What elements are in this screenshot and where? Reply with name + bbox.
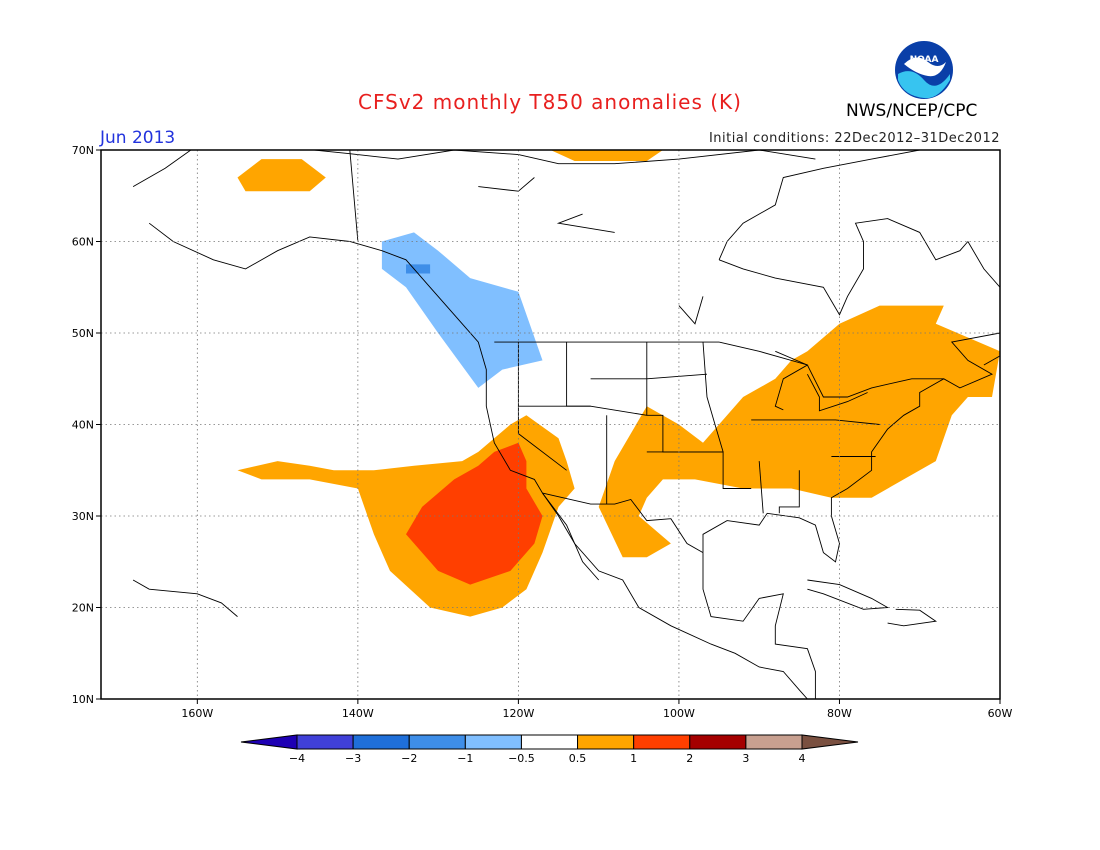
colorbar-label: −3: [345, 752, 361, 765]
colorbar-box: [352, 734, 410, 750]
colorbar-box: [577, 734, 635, 750]
colorbar-label: 4: [799, 752, 806, 765]
coast-line: [1032, 319, 1056, 360]
coast-line: [887, 608, 938, 627]
colorbar-label: −2: [401, 752, 417, 765]
lon-tick-label: 160W: [181, 707, 213, 720]
coast-line: [148, 222, 600, 581]
coast-line: [542, 492, 808, 699]
colorbar-label: 0.5: [569, 752, 587, 765]
region-arctic-ocean-warm: [550, 150, 663, 161]
coast-line: [778, 470, 800, 514]
lon-tick-label: 80W: [827, 707, 852, 720]
colorbar-arrow-high: [801, 734, 859, 750]
svg-text:NOAA: NOAA: [910, 55, 939, 65]
coast-line: [556, 213, 615, 233]
region-alaska-north-warm: [237, 159, 326, 192]
lon-tick-label: 100W: [663, 707, 695, 720]
axis-ticks: 160W 140W 120W 100W 80W 60W 10N 20N 30N 40N 50N 60N…: [72, 144, 1013, 720]
colorbar-label: 1: [630, 752, 637, 765]
colorbar-label: 3: [742, 752, 749, 765]
region-eastern-us-warm: [598, 305, 1000, 558]
lat-tick-label: 10N: [72, 693, 94, 706]
coast-line: [758, 461, 764, 514]
lat-lon-grid: [101, 150, 1000, 699]
initial-conditions: Initial conditions: 22Dec2012–31Dec2012: [708, 131, 1000, 146]
anomaly-regions: [237, 150, 1000, 617]
colorbar-label: −4: [289, 752, 305, 765]
colorbar-label: −1: [457, 752, 473, 765]
coast-line: [702, 342, 724, 453]
coast-line: [132, 150, 192, 187]
lat-tick-label: 20N: [72, 602, 94, 615]
lat-tick-label: 60N: [72, 236, 94, 249]
coast-line: [132, 579, 238, 617]
lat-tick-label: 70N: [72, 144, 94, 157]
organization-label: NWS/NCEP/CPC: [846, 101, 978, 121]
lat-tick-label: 40N: [72, 419, 94, 432]
colorbar-box: [464, 734, 522, 750]
coast-line: [983, 355, 1000, 366]
coast-line: [702, 241, 1000, 563]
lon-tick-label: 140W: [342, 707, 374, 720]
region-pacific-southwest-hot: [406, 442, 543, 585]
coast-line: [590, 373, 708, 380]
lat-tick-label: 50N: [72, 327, 94, 340]
coast-line: [718, 341, 944, 398]
coast-line: [478, 177, 535, 192]
coast-line: [349, 150, 359, 242]
colorbar-box: [633, 734, 691, 750]
colorbar-box: [296, 734, 354, 750]
coast-line: [774, 350, 809, 411]
lat-tick-label: 30N: [72, 510, 94, 523]
colorbar-arrow-low: [240, 734, 298, 750]
colorbar-box: [745, 734, 803, 750]
coast-line: [718, 218, 969, 316]
coastlines: [132, 150, 1056, 699]
lon-tick-label: 120W: [502, 707, 534, 720]
colorbar-box: [689, 734, 747, 750]
coast-line: [807, 579, 890, 610]
coast-line: [702, 552, 816, 699]
colorbar-label: 2: [686, 752, 693, 765]
map-title: CFSv2 monthly T850 anomalies (K): [358, 90, 742, 114]
region-pacific-northwest-cool-core: [406, 264, 431, 274]
coast-line: [718, 150, 920, 260]
coast-line: [807, 373, 868, 412]
coast-line: [309, 150, 816, 165]
noaa-logo: NOAA: [894, 40, 954, 104]
colorbar-box: [520, 734, 579, 750]
lon-tick-label: 60W: [988, 707, 1013, 720]
coast-line: [751, 419, 880, 425]
forecast-month: Jun 2013: [100, 128, 176, 148]
coast-line: [542, 492, 704, 553]
colorbar: −4 −3 −2 −1 −0.5 0.5 1 2 3 4: [240, 734, 859, 765]
colorbar-box: [408, 734, 466, 750]
coast-line: [678, 296, 704, 325]
colorbar-label: −0.5: [508, 752, 535, 765]
